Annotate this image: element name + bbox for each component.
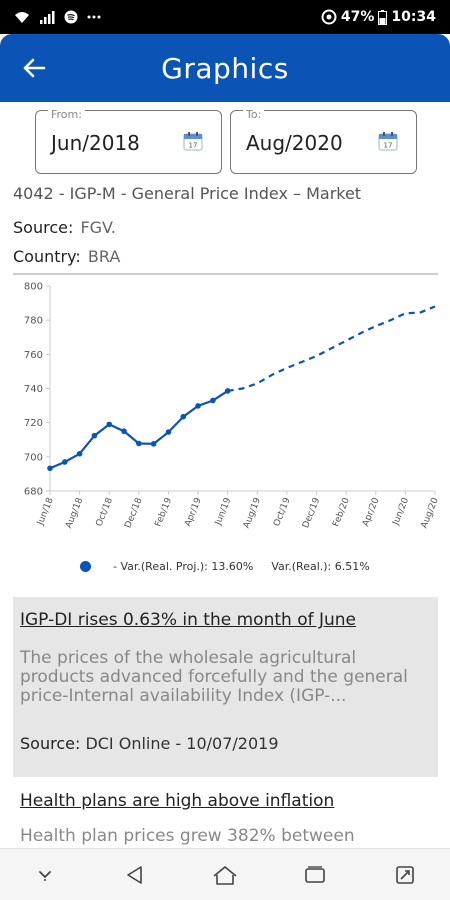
spotify-icon	[64, 10, 78, 24]
more-notifications-icon	[87, 15, 101, 19]
x-tick-label: Apr/20	[361, 496, 382, 528]
y-tick-label: 700	[24, 452, 43, 463]
data-point	[210, 397, 216, 404]
country-label: Country:	[13, 247, 81, 266]
source-value: FGV.	[80, 218, 117, 237]
signal-icon	[39, 10, 55, 24]
news-headline[interactable]: IGP-DI rises 0.63% in the month of June	[20, 610, 356, 630]
from-date-label: From:	[48, 108, 85, 121]
x-tick-label: Apr/19	[183, 496, 204, 528]
app-bar: Graphics	[0, 34, 450, 102]
from-date-value: Jun/2018	[51, 131, 140, 155]
nav-hide-button[interactable]	[20, 855, 70, 895]
x-tick-label: Dec/19	[301, 496, 322, 530]
source-line: Source: FGV.	[13, 218, 116, 237]
country-value: BRA	[87, 247, 121, 266]
x-tick-label: Aug/18	[64, 496, 85, 530]
x-tick-label: Feb/20	[331, 496, 352, 528]
legend-proj: - Var.(Real. Proj.): 13.60%	[113, 560, 254, 573]
news-source-label: Source:	[20, 734, 81, 753]
data-point	[165, 429, 172, 435]
calendar-icon: 17	[378, 131, 398, 155]
news-body: Health plan prices grew 382% between	[20, 826, 355, 846]
to-date-value: Aug/2020	[246, 131, 343, 155]
x-tick-label: Oct/19	[272, 496, 293, 528]
back-arrow-icon	[23, 58, 46, 78]
x-tick-label: Dec/18	[123, 496, 144, 530]
legend-marker	[80, 561, 91, 572]
data-point	[150, 441, 157, 447]
chevron-down-icon	[39, 870, 51, 881]
data-point	[224, 388, 231, 394]
news-source: Source: DCI Online - 10/07/2019	[20, 734, 279, 753]
x-tick-label: Aug/19	[242, 496, 263, 530]
data-point	[121, 428, 127, 435]
y-tick-label: 780	[24, 316, 43, 327]
x-tick-label: Aug/20	[419, 496, 440, 530]
battery-percent: 47%	[340, 9, 375, 25]
nav-recents-button[interactable]	[290, 855, 340, 895]
source-label: Source:	[13, 218, 74, 237]
data-point	[136, 440, 142, 447]
x-tick-label: Jun/20	[391, 496, 411, 527]
to-date-label: To:	[243, 108, 265, 121]
recents-icon	[305, 865, 325, 883]
data-point	[106, 421, 113, 428]
x-tick-label: Jun/18	[35, 496, 55, 527]
data-saver-icon	[321, 9, 337, 25]
x-tick-label: Jun/19	[213, 496, 233, 527]
svg-text:17: 17	[189, 142, 198, 150]
divider	[13, 273, 438, 275]
y-tick-label: 740	[24, 384, 43, 395]
nav-back-button[interactable]	[110, 855, 160, 895]
data-point	[195, 403, 201, 409]
news-headline[interactable]: Health plans are high above inflation	[20, 791, 335, 811]
x-tick-label: Feb/19	[154, 496, 175, 528]
back-button[interactable]	[14, 50, 54, 86]
status-bar: 47% 10:34	[0, 0, 450, 34]
country-line: Country: BRA	[13, 247, 120, 266]
y-tick-label: 800	[24, 282, 43, 293]
from-date-field[interactable]: From: Jun/2018 17	[35, 108, 222, 174]
chart-legend: - Var.(Real. Proj.): 13.60% Var.(Real.):…	[80, 560, 370, 573]
y-tick-label: 720	[24, 418, 43, 429]
news-card[interactable]: IGP-DI rises 0.63% in the month of June …	[13, 597, 438, 777]
legend-real: Var.(Real.): 6.51%	[271, 560, 370, 573]
data-point	[180, 413, 187, 420]
news-source-value: DCI Online - 10/07/2019	[85, 734, 279, 753]
realized-line	[49, 389, 229, 470]
wifi-icon	[14, 10, 30, 24]
y-tick-label: 760	[24, 350, 43, 361]
x-tick-label: Oct/18	[94, 496, 115, 528]
svg-text:17: 17	[384, 142, 393, 150]
news-body: The prices of the wholesale agricultural…	[20, 648, 408, 706]
series-title: 4042 - IGP-M - General Price Index – Mar…	[13, 184, 362, 203]
nav-rotate-button[interactable]	[380, 855, 430, 895]
data-point	[76, 450, 83, 457]
triangle-back-icon	[127, 865, 142, 884]
nav-home-button[interactable]	[200, 855, 250, 895]
rotate-screen-icon	[396, 865, 414, 884]
to-date-field[interactable]: To: Aug/2020 17	[230, 108, 417, 174]
news-card[interactable]: Health plans are high above inflation He…	[13, 789, 438, 848]
projection-line	[227, 305, 436, 392]
page-title: Graphics	[161, 51, 289, 85]
y-tick-label: 680	[24, 487, 43, 498]
data-point	[62, 459, 68, 465]
system-nav-bar	[0, 848, 450, 900]
data-point	[91, 432, 98, 439]
data-point	[47, 465, 53, 472]
battery-icon	[378, 9, 388, 25]
home-icon	[213, 865, 237, 885]
clock: 10:34	[391, 9, 436, 25]
calendar-icon: 17	[183, 131, 203, 155]
